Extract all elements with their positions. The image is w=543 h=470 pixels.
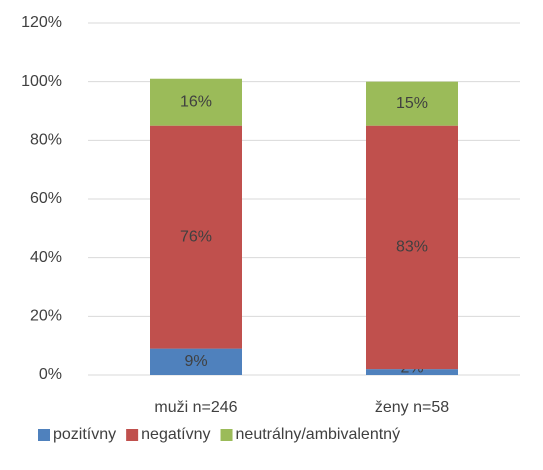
legend-swatch bbox=[38, 429, 50, 441]
data-label: 15% bbox=[396, 95, 428, 112]
bar-segment bbox=[366, 81, 458, 126]
legend-label: neutrálny/ambivalentný bbox=[236, 426, 401, 443]
y-tick-label: 20% bbox=[30, 308, 62, 325]
legend-label: negatívny bbox=[141, 426, 210, 443]
legend-swatch bbox=[126, 429, 139, 441]
x-tick-label: muži n=246 bbox=[154, 399, 237, 416]
legend-label: pozitívny bbox=[53, 426, 116, 443]
y-tick-label: 120% bbox=[21, 14, 62, 31]
bar-segment bbox=[150, 78, 242, 126]
legend-swatch bbox=[220, 429, 233, 441]
bar-segment bbox=[150, 348, 242, 375]
data-label: 83% bbox=[396, 239, 428, 256]
data-label: 9% bbox=[184, 353, 207, 370]
x-tick-label: ženy n=58 bbox=[375, 399, 449, 416]
y-tick-label: 0% bbox=[39, 366, 62, 383]
y-tick-label: 100% bbox=[21, 73, 62, 90]
bar-segment bbox=[150, 125, 242, 349]
bar-segment bbox=[366, 125, 458, 370]
data-label: 16% bbox=[180, 93, 212, 110]
y-tick-label: 40% bbox=[30, 249, 62, 266]
y-tick-label: 60% bbox=[30, 190, 62, 207]
data-label: 76% bbox=[180, 228, 212, 245]
y-tick-label: 80% bbox=[30, 132, 62, 149]
bar-segment bbox=[366, 369, 458, 375]
